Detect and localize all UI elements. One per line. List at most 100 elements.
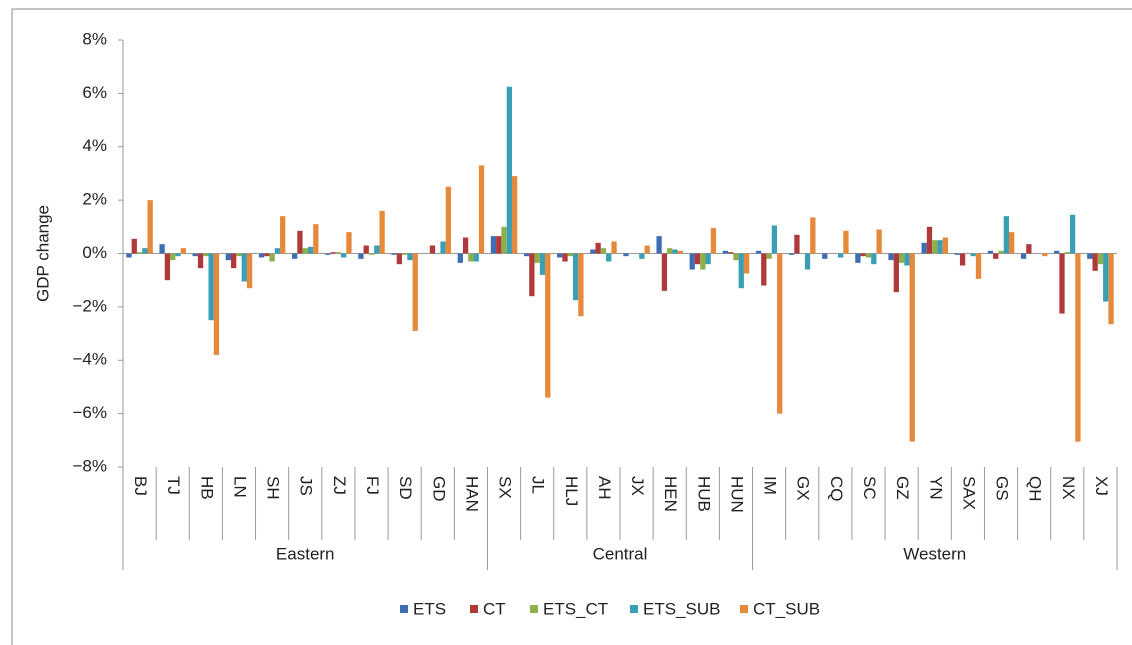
x-tick-label: JX <box>628 476 647 496</box>
bar <box>788 253 795 255</box>
y-tick-label: −2% <box>73 296 108 315</box>
bar <box>865 253 872 258</box>
x-tick-label: SH <box>264 476 283 500</box>
bar <box>490 236 497 254</box>
bar <box>213 253 220 355</box>
bar <box>545 253 551 398</box>
bar <box>606 253 612 262</box>
bar <box>926 226 933 254</box>
bar <box>1026 244 1032 254</box>
bar <box>170 253 176 261</box>
bar <box>236 253 242 257</box>
legend-swatch <box>530 605 538 613</box>
bar <box>810 217 816 254</box>
bar <box>970 253 976 257</box>
bar <box>743 253 750 274</box>
bar <box>363 245 369 254</box>
bar <box>661 253 668 291</box>
bar <box>694 253 701 265</box>
bar <box>689 253 695 270</box>
x-tick-label: SD <box>396 476 415 500</box>
group-label: Eastern <box>276 544 335 563</box>
bar <box>871 253 877 265</box>
x-tick-label: HLJ <box>562 476 581 506</box>
bar <box>379 210 385 254</box>
x-tick-label: XJ <box>1092 476 1111 496</box>
bar <box>728 252 734 254</box>
bar <box>325 253 331 255</box>
y-tick-label: −8% <box>73 456 108 475</box>
bar <box>241 253 247 282</box>
x-tick-label: IM <box>761 476 780 495</box>
bar <box>225 253 232 261</box>
bar <box>335 252 342 254</box>
x-tick-label: QH <box>1026 476 1045 502</box>
bar <box>478 165 485 254</box>
bar <box>197 253 204 269</box>
x-tick-label: HAN <box>462 476 481 512</box>
bar <box>468 253 474 262</box>
legend-label: CT_SUB <box>753 599 820 618</box>
bar <box>777 253 783 414</box>
bar <box>307 246 314 254</box>
bar <box>473 253 479 262</box>
bar <box>147 200 153 254</box>
bar <box>180 248 186 254</box>
bar <box>578 253 584 317</box>
y-tick-label: −4% <box>73 350 108 369</box>
bar <box>987 250 994 254</box>
bar <box>429 245 436 254</box>
bar <box>1092 253 1098 271</box>
bar <box>457 253 463 263</box>
bar <box>1008 232 1015 254</box>
bar <box>506 86 512 254</box>
y-tick-label: −6% <box>73 403 108 422</box>
bar <box>258 253 265 258</box>
bar <box>932 240 938 254</box>
bar <box>904 253 910 266</box>
legend-swatch <box>470 605 478 613</box>
bar <box>274 248 281 254</box>
bar <box>462 237 469 254</box>
bar <box>771 225 778 254</box>
bar <box>1108 253 1114 325</box>
bar <box>888 253 894 261</box>
bar <box>1069 214 1076 254</box>
bar <box>766 253 772 259</box>
bar <box>656 236 662 254</box>
legend-label: ETS_SUB <box>643 599 720 618</box>
bar <box>860 253 866 257</box>
bar <box>893 253 899 293</box>
bar <box>838 253 844 258</box>
bar <box>1064 252 1070 254</box>
y-tick-label: 4% <box>82 136 107 155</box>
bar <box>822 253 828 259</box>
bar <box>937 240 943 254</box>
bar <box>921 242 927 254</box>
bar <box>1075 253 1081 442</box>
bar <box>623 253 629 257</box>
bar <box>644 245 650 254</box>
bar <box>192 253 198 257</box>
bar <box>876 229 882 254</box>
bar <box>572 253 579 301</box>
x-tick-label: GX <box>794 476 813 501</box>
bar <box>1003 216 1009 254</box>
bar <box>164 253 171 281</box>
x-tick-label: HEN <box>661 476 680 512</box>
x-tick-label: GD <box>429 476 448 502</box>
bar <box>231 253 237 269</box>
group-label: Central <box>593 544 648 563</box>
x-tick-label: BJ <box>131 476 150 496</box>
x-tick-label: JL <box>529 476 548 494</box>
bar <box>1087 253 1093 259</box>
bar <box>993 253 999 259</box>
bar <box>203 253 209 257</box>
x-tick-label: CQ <box>827 476 846 502</box>
bar <box>733 253 739 261</box>
x-tick-label: SX <box>496 476 515 499</box>
bar <box>557 253 563 258</box>
bar <box>501 226 507 254</box>
y-tick-label: 8% <box>82 29 107 48</box>
